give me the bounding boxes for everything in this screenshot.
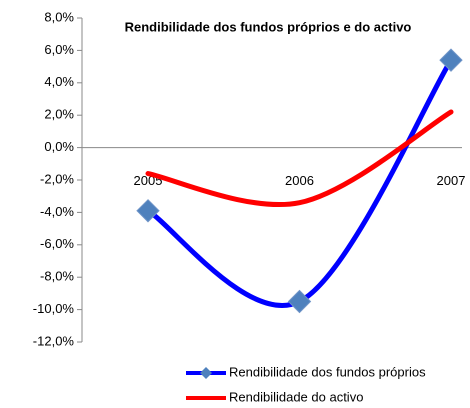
x-tick-label: 2006: [285, 173, 314, 188]
y-tick-label: -2,0%: [40, 171, 74, 186]
legend-marker: [200, 367, 212, 379]
chart-title: Rendibilidade dos fundos próprios e do a…: [125, 19, 412, 34]
y-tick-label: 4,0%: [44, 74, 74, 89]
y-tick-label: -4,0%: [40, 204, 74, 219]
series-marker: [287, 289, 312, 314]
y-tick-label: 2,0%: [44, 107, 74, 122]
y-tick-label: 0,0%: [44, 139, 74, 154]
y-tick-label: -8,0%: [40, 269, 74, 284]
y-tick-label: -12,0%: [33, 333, 75, 348]
series-marker: [439, 48, 463, 72]
y-tick-label: -6,0%: [40, 236, 74, 251]
series-marker: [136, 199, 160, 223]
legend-label: Rendibilidade do activo: [229, 389, 363, 404]
y-tick-label: 8,0%: [44, 9, 74, 24]
y-tick-label: 6,0%: [44, 42, 74, 57]
y-tick-label: -10,0%: [33, 301, 75, 316]
legend-label: Rendibilidade dos fundos próprios: [229, 364, 426, 379]
x-tick-label: 2007: [437, 173, 466, 188]
series-line: [145, 109, 454, 208]
